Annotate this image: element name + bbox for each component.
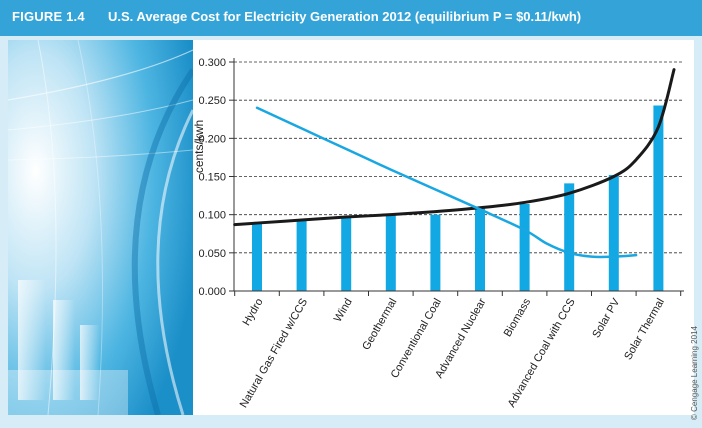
- chart-panel: 0.000 0.050 0.100 0.150 0.200 0.250 0.300 Hydro…: [192, 40, 694, 415]
- x-tick-label: Solar Thermal: [622, 297, 667, 363]
- y-tick-label: 0.200: [198, 133, 226, 145]
- x-tick-label: Biomass: [502, 296, 534, 339]
- cost-chart: 0.000 0.050 0.100 0.150 0.200 0.250 0.300 Hydro…: [192, 57, 684, 410]
- figure-title: U.S. Average Cost for Electricity Genera…: [108, 9, 582, 24]
- x-tick-label: Advanced Nuclear: [433, 296, 489, 380]
- architecture-illustration: [8, 40, 193, 415]
- copyright-credit: © Cengage Learning 2014: [690, 326, 699, 420]
- bar: [653, 105, 664, 291]
- decorative-architecture-image: [8, 40, 193, 415]
- bar: [341, 216, 352, 291]
- figure-title-bar: FIGURE 1.4 U.S. Average Cost for Electri…: [0, 0, 702, 36]
- demand-curve: [255, 106, 638, 259]
- bar: [608, 174, 619, 291]
- y-tick-label: 0.100: [198, 210, 226, 222]
- x-tick-label: Solar PV: [590, 296, 622, 340]
- bar: [296, 220, 307, 291]
- y-tick-label: 0.300: [198, 57, 226, 69]
- y-tick-label: 0.050: [198, 248, 226, 260]
- y-tick-label: 0.150: [198, 172, 226, 184]
- bar: [252, 223, 262, 291]
- cost-curve: [233, 68, 676, 227]
- y-tick-label: 0.000: [198, 286, 226, 298]
- x-tick-label: Geothermal: [360, 297, 399, 353]
- y-axis-label: cents/kwh: [193, 120, 206, 173]
- x-tick-label: Conventional Coal: [389, 297, 444, 381]
- x-tick-label: Wind: [332, 297, 355, 325]
- bar: [385, 215, 396, 291]
- figure-label: FIGURE 1.4: [12, 9, 85, 24]
- curves: [233, 68, 676, 259]
- bars: [252, 105, 664, 291]
- y-tick-label: 0.250: [198, 95, 226, 107]
- bar: [519, 203, 530, 291]
- x-tick-label: Hydro: [241, 297, 266, 328]
- bar: [564, 183, 575, 291]
- bar: [475, 208, 485, 291]
- bar: [430, 214, 441, 291]
